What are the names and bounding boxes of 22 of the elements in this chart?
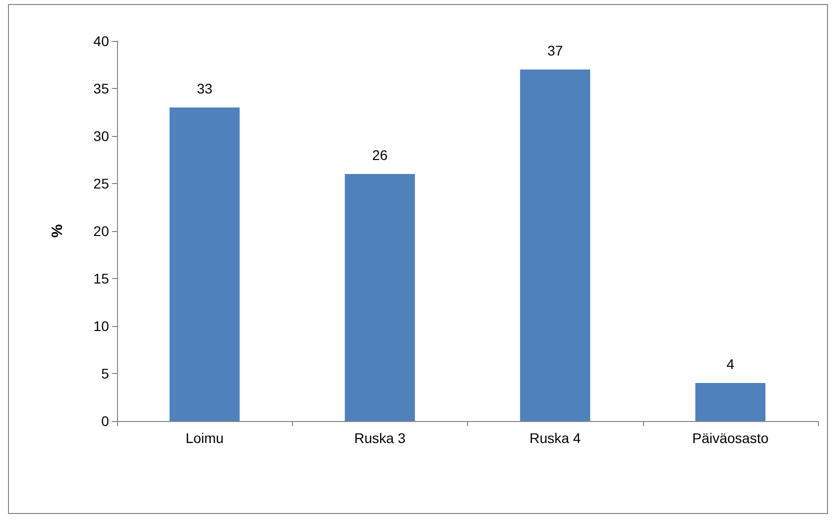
x-tick-label: Päiväosasto [692, 430, 769, 446]
data-label: 26 [372, 147, 388, 163]
y-tick-label: 30 [93, 128, 110, 144]
bar [695, 383, 766, 421]
y-tick-label: 10 [93, 318, 110, 334]
data-label: 33 [196, 80, 213, 96]
y-tick-label: 35 [93, 80, 110, 96]
bar [170, 108, 240, 421]
x-tick-label: Ruska 4 [529, 430, 582, 446]
y-axis-title: % [49, 224, 66, 238]
y-tick-label: 0 [101, 413, 110, 429]
data-label: 37 [547, 42, 564, 58]
y-tick-label: 40 [93, 33, 110, 49]
bar [344, 174, 415, 421]
data-label: 4 [726, 356, 734, 372]
bar [520, 70, 590, 421]
x-tick-label: Loimu [186, 430, 224, 446]
x-tick-label: Ruska 3 [354, 430, 406, 446]
y-tick-label: 15 [93, 270, 110, 286]
y-tick-label: 25 [93, 176, 110, 192]
y-tick-label: 5 [101, 366, 110, 382]
y-tick-label: 20 [93, 223, 110, 239]
